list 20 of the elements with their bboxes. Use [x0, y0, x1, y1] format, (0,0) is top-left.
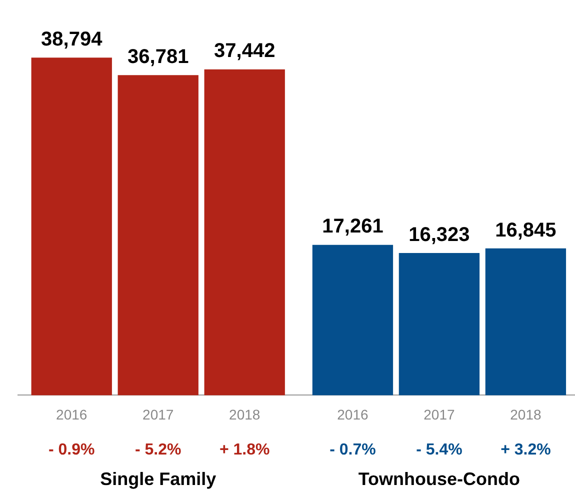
x-tick-label: 2016: [337, 406, 368, 422]
data-label: 16,323: [408, 224, 470, 246]
x-tick-label: 2017: [424, 406, 455, 422]
data-label: 17,261: [322, 216, 384, 238]
text: - 5.2%: [134, 441, 182, 458]
x-tick-label: 2018: [229, 406, 260, 422]
data-label: 16,845: [495, 219, 556, 242]
text: - 0.9%: [48, 441, 95, 458]
text: + 1.8%: [219, 441, 270, 458]
data-label: 38,794: [41, 28, 104, 50]
x-tick-label: 2018: [510, 406, 542, 422]
text: Townhouse-Condo: [358, 468, 520, 489]
text: - 5.4%: [416, 441, 462, 458]
text: - 0.7%: [330, 441, 376, 458]
text: Single Family: [100, 468, 216, 489]
x-tick-label: 2017: [142, 406, 174, 422]
data-label: 36,781: [128, 46, 189, 68]
x-tick-label: 2016: [56, 406, 88, 422]
text: + 3.2%: [500, 441, 551, 458]
data-label: 37,442: [214, 40, 276, 62]
